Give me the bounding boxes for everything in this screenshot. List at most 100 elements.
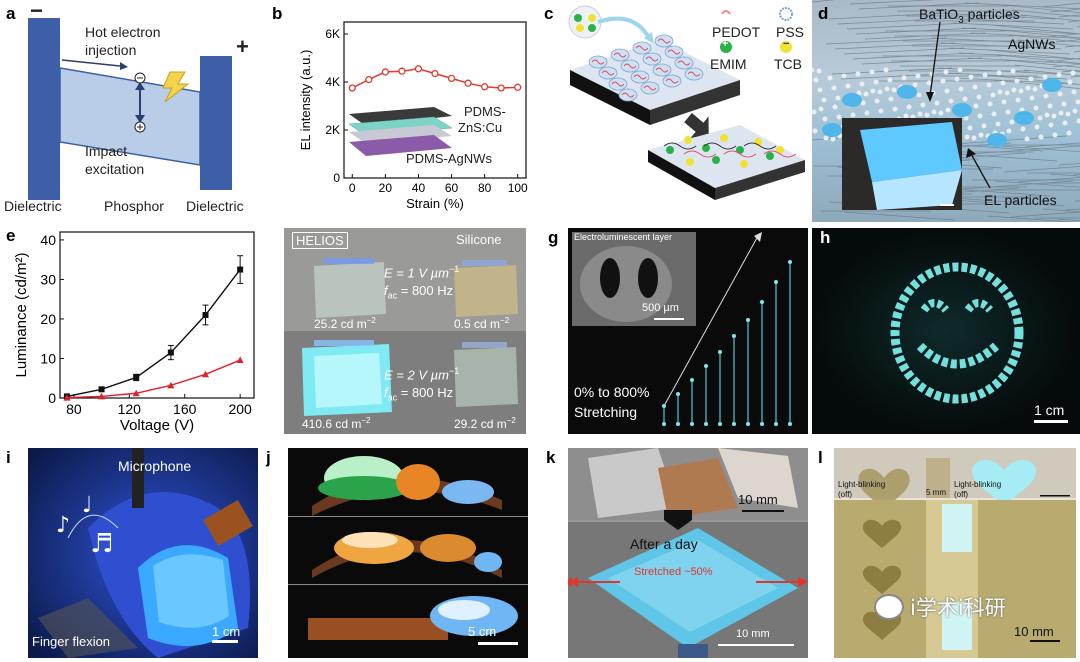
batio3-particle [836,114,842,120]
batio3-particle [1009,119,1015,125]
note-icon-3: ♬ [90,529,113,559]
batio3-particle [986,82,992,88]
batio3-particle [996,70,1002,76]
batio3-particle [1029,95,1035,101]
batio3-particle [915,73,921,79]
nanowire [962,180,1074,190]
inset-device-stack [344,102,454,162]
data-point [98,392,106,400]
pedot-chain [623,63,637,69]
panel-g: Electroluminescent layer 500 µm 0% to 80… [568,228,808,434]
batio3-particle [977,113,983,119]
ion-gel-schematic [568,5,805,200]
nanowire [1017,177,1080,183]
batio3-particle [1018,88,1024,94]
batio3-particle [940,78,946,84]
batio3-particle [1028,76,1034,82]
batio3-particle [860,100,866,106]
fiber-tip [704,364,708,368]
batio3-particle [812,128,818,134]
x-tick-label: 80 [66,401,82,417]
nanowire-micrograph [812,0,1080,222]
batio3-particle [1010,68,1016,74]
data-point [497,84,505,92]
y-tick-label: 2K [325,123,340,137]
after-a-day-label: After a day [630,536,698,552]
field-2-exponent: −1 [448,366,460,376]
impact-label: Impact [85,143,128,159]
freq-2-label: fac = 800 Hz [384,385,453,403]
lum-value-2-exp: −2 [500,316,510,325]
inset-pdms-agnws-label: PDMS-AgNWs [406,151,492,166]
batio3-particle [888,96,894,102]
nanowire [825,37,947,45]
batio3-particle [812,67,815,73]
batio3-particle [1076,118,1080,124]
plot-frame [59,231,255,399]
heart-blinking-photos [834,448,1076,658]
batio3-particle [1020,126,1026,132]
nanowire [1003,166,1080,173]
el-intensity-chart: 0 2K 4K 6K 0 20 40 60 80 100 Strain (%) EL intensit… [298,21,528,211]
batio3-particle [982,72,988,78]
x-tick-label: 200 [228,401,252,417]
nanowire [849,0,938,5]
batio3-particle [845,83,851,89]
batio3-particle [972,84,978,90]
panel-label-b: b [272,4,283,23]
batio3-particle [1042,74,1048,80]
batio3-particle [997,89,1003,95]
band-diagram [28,18,232,200]
lum-value-3: 410.6 cd m−2 [302,416,371,431]
nanowire [1049,8,1080,13]
field-1-text: E = 1 V µm [384,265,449,281]
pedot-chain [643,85,657,91]
fiber-tip [774,280,778,284]
field-2-text: E = 2 V µm [384,367,449,383]
batio3-particle [1032,86,1038,92]
field-1-exponent: −1 [448,264,460,274]
fiber-base [676,422,680,426]
nanowire [1052,63,1080,68]
ion [684,136,692,144]
batio3-particle [841,73,847,79]
batio3-label: BaTiO3 particles [919,6,1020,26]
pedot-label: PEDOT [712,24,761,40]
plus-sign-icon: + [236,34,249,59]
fiber-base [760,422,764,426]
batio3-particle [1005,109,1011,115]
emim-plus-icon: + [722,38,729,50]
polymer-chain [683,150,717,158]
data-point [236,356,244,364]
y-tick-label: 6K [325,27,340,41]
fiber-tip [746,318,750,322]
note-icon-1: ♪ [56,513,70,538]
blink-right-label-1: Light-blinking [954,480,1002,489]
batio3-particle [976,94,982,100]
batio3-particle [817,87,823,93]
panel-label-l: l [818,448,823,467]
nanowire [1040,2,1080,8]
batio3-particle [878,108,884,114]
fiber-base [746,422,750,426]
batio3-particle [968,74,974,80]
ion [686,158,694,166]
batio3-text: BaTiO [919,6,959,22]
el-particle [822,123,842,137]
el-particle [842,93,862,107]
batio3-particle [830,136,836,142]
x-tick-label: 60 [445,181,459,195]
batio3-particle [873,79,879,85]
batio3-particle [903,113,909,119]
panel-c: c + − PEDOT PSS EMIM TCB [540,0,810,222]
panel-label-a: a [6,4,16,23]
pedot-chain [645,56,659,62]
batio3-particle [1014,78,1020,84]
batio3-particle [1047,103,1053,109]
batio3-particle [954,76,960,82]
nanowire [949,47,1071,55]
lum-value-2: 0.5 cd m−2 [454,316,509,331]
data-point [431,69,439,78]
nanowire [940,42,1062,50]
batio3-particle [1072,108,1078,114]
